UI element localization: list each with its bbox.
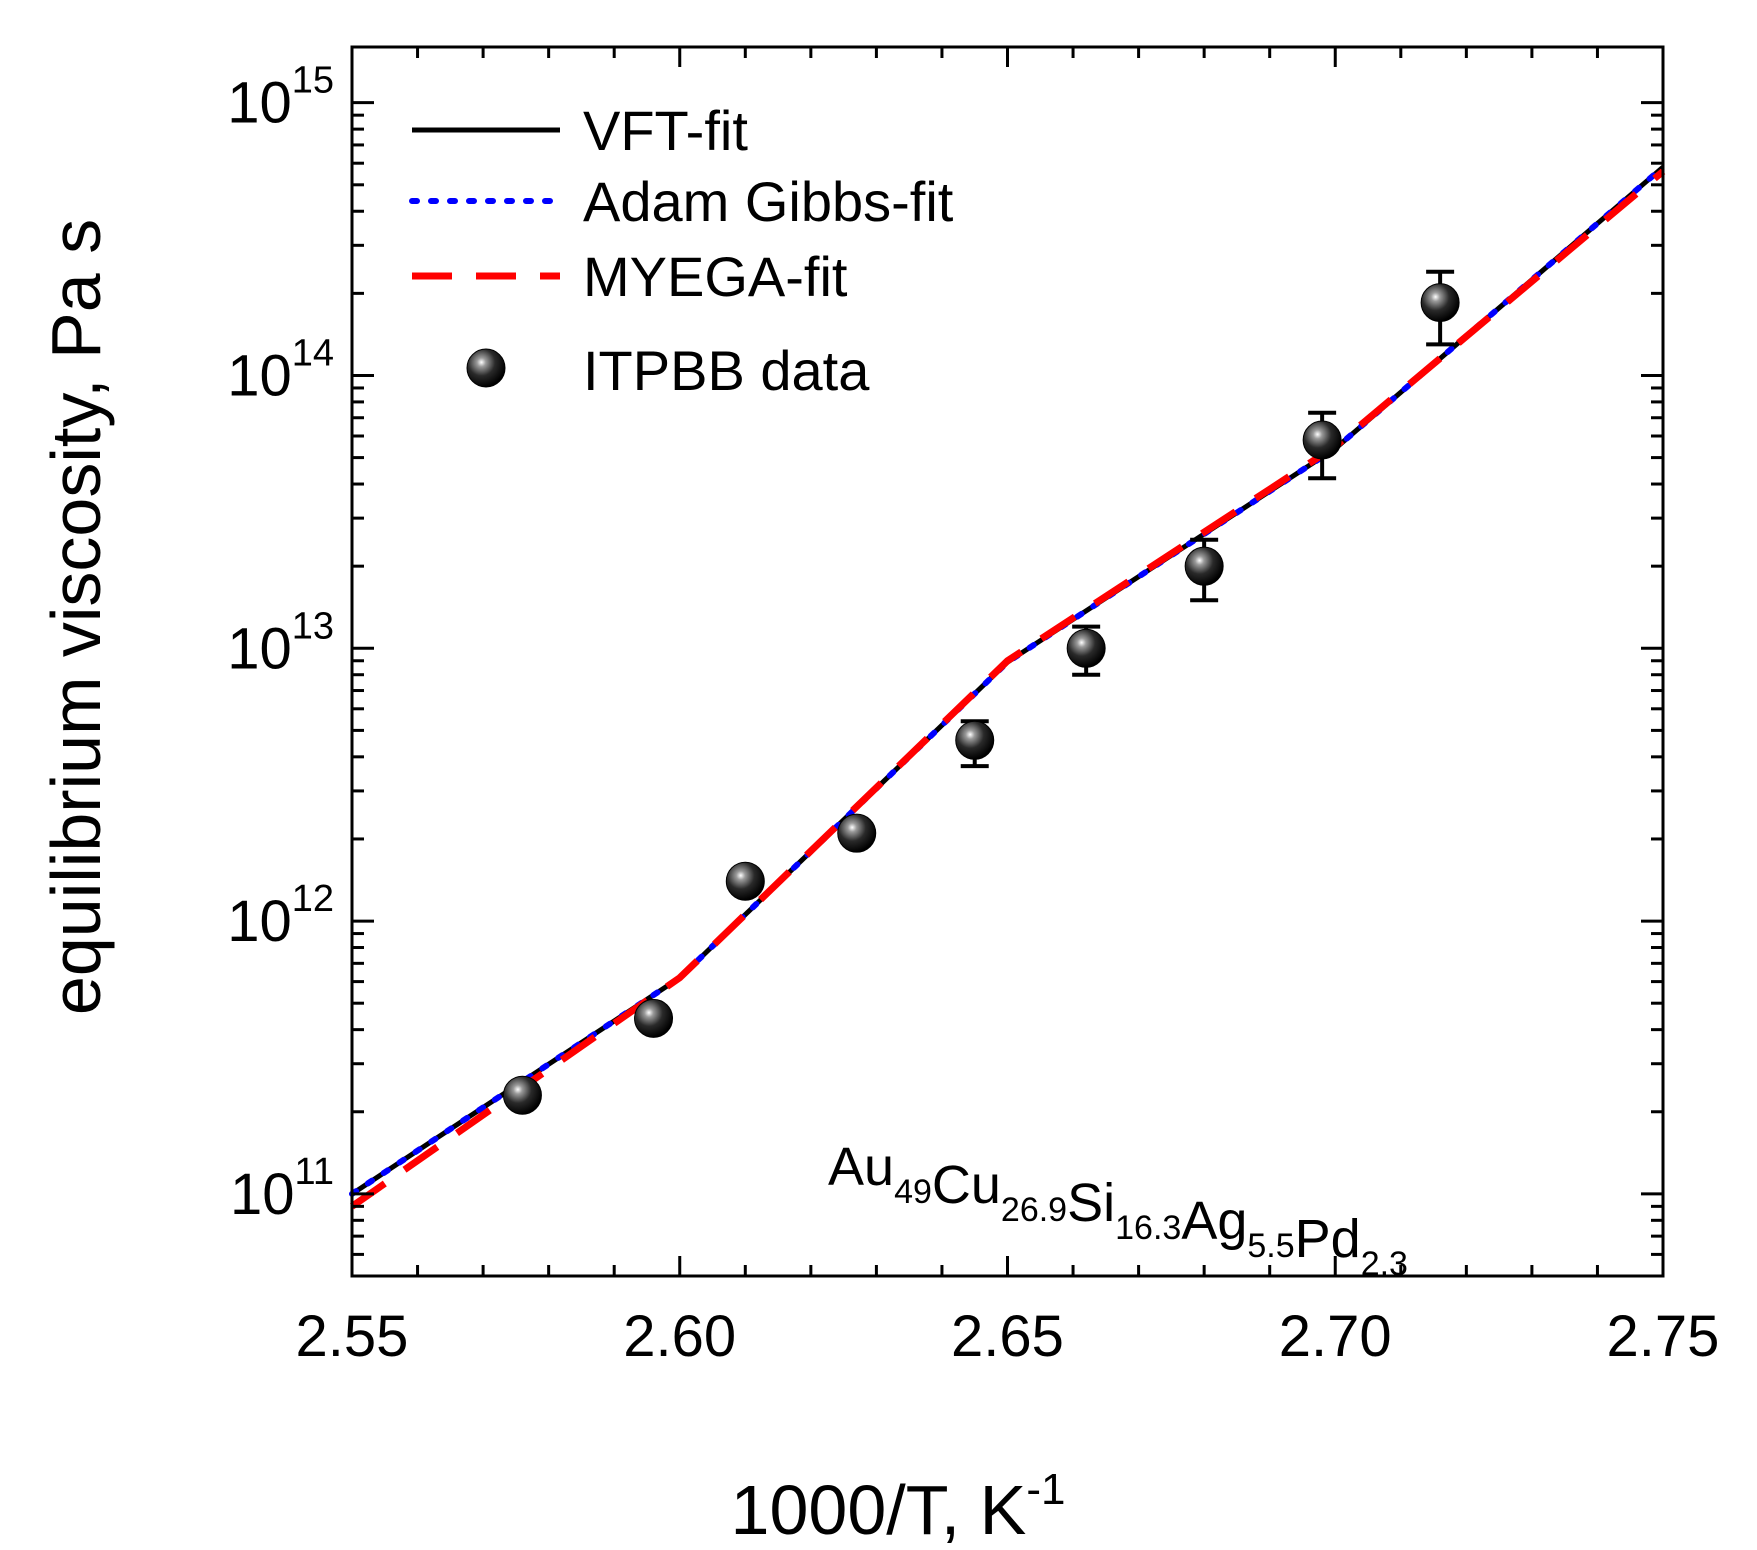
data-point: [725, 861, 765, 901]
vft-fit-curve: [350, 165, 1665, 1196]
legend-label: MYEGA-fit: [583, 245, 848, 308]
x-tick-label: 2.75: [1607, 1304, 1720, 1369]
x-tick-label: 2.55: [296, 1304, 409, 1369]
y-axis-label: equilibrium viscosity, Pa s: [37, 219, 115, 1015]
x-axis: 2.55 2.60 2.65 2.70 2.75: [296, 47, 1720, 1369]
data-points: [502, 269, 1460, 1115]
x-tick-label: 2.65: [951, 1304, 1064, 1369]
x-axis-label: 1000/T, K-1: [731, 1465, 1066, 1549]
legend-label: ITPBB data: [583, 339, 870, 402]
x-tick-label: 2.60: [623, 1304, 736, 1369]
y-tick-label: 1014: [227, 332, 334, 408]
y-tick-label: 1012: [227, 878, 334, 954]
data-point: [502, 1075, 542, 1115]
legend: VFT-fit Adam Gibbs-fit MYEGA-fit ITPBB data: [409, 99, 954, 402]
fit-curves: [349, 164, 1666, 1210]
y-axis: 1011 1012 1013 1014 1015: [227, 60, 1663, 1278]
x-axis-label-sup: -1: [1026, 1465, 1065, 1514]
y-tick-label: 1013: [227, 605, 334, 681]
y-tick-label: 1011: [230, 1151, 334, 1227]
x-axis-label-text: 1000/T, K: [731, 1471, 1027, 1549]
data-point: [1420, 283, 1460, 323]
x-tick-label: 2.70: [1279, 1304, 1392, 1369]
y-tick-label: 1015: [227, 60, 334, 136]
myega-fit-curve: [349, 168, 1666, 1210]
data-point: [1066, 628, 1106, 668]
legend-label: VFT-fit: [583, 99, 748, 162]
legend-swatch: [466, 348, 506, 388]
composition-annotation: Au49Cu26.9Si16.3Ag5.5Pd2.3: [828, 1137, 1408, 1283]
adam-gibbs-fit-curve: [349, 164, 1666, 1197]
legend-label: Adam Gibbs-fit: [583, 170, 954, 233]
data-point: [837, 813, 877, 853]
data-point: [1184, 546, 1224, 586]
data-point: [634, 998, 674, 1038]
data-point: [1302, 420, 1342, 460]
data-point: [955, 720, 995, 760]
